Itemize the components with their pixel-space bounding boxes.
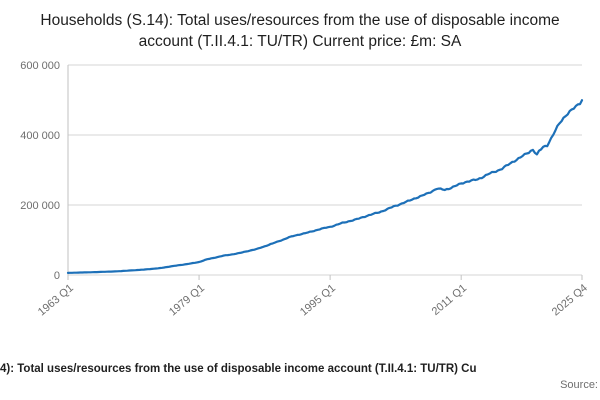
footer-caption: 4): Total uses/resources from the use of… — [0, 363, 477, 375]
svg-text:1995 Q1: 1995 Q1 — [298, 282, 338, 318]
svg-text:200 000: 200 000 — [20, 200, 60, 212]
svg-text:1979 Q1: 1979 Q1 — [167, 282, 207, 318]
chart-title: Households (S.14): Total uses/resources … — [40, 12, 560, 51]
svg-text:2011 Q1: 2011 Q1 — [430, 282, 469, 318]
line-chart: 0 200 000 400 000 600 000 1963 Q1 1979 Q1 1995… — [20, 60, 590, 318]
svg-text:0: 0 — [54, 270, 60, 282]
svg-text:2025 Q4: 2025 Q4 — [550, 282, 590, 318]
svg-text:600 000: 600 000 — [20, 60, 60, 72]
svg-text:1963 Q1: 1963 Q1 — [36, 282, 76, 318]
source-label: Source: — [560, 379, 598, 391]
svg-text:400 000: 400 000 — [20, 130, 60, 142]
